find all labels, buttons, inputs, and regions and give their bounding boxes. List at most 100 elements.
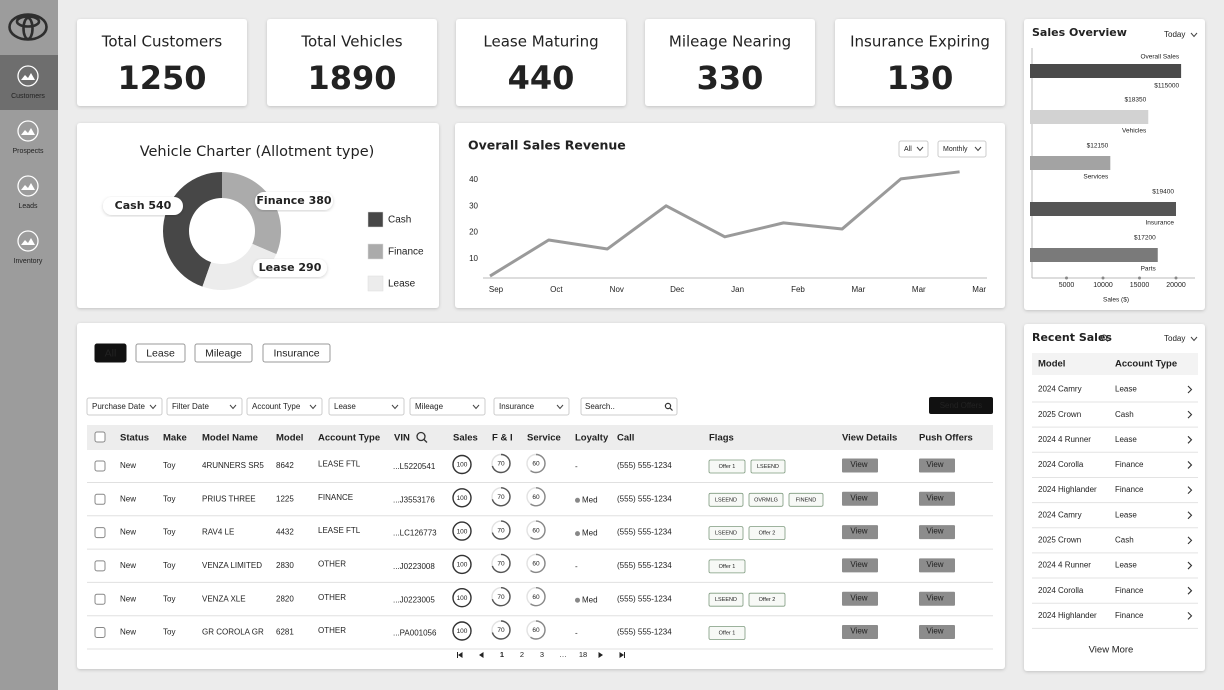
flag-chip bbox=[748, 526, 786, 540]
slice-label: Cash 540 bbox=[115, 199, 172, 212]
row-chevron[interactable] bbox=[1187, 461, 1193, 469]
checkbox[interactable] bbox=[94, 560, 106, 572]
bar-category-label: Insurance bbox=[1145, 220, 1174, 227]
row-chevron[interactable] bbox=[1187, 486, 1193, 494]
row-chevron[interactable] bbox=[1187, 561, 1193, 570]
cell-account-type: Lease bbox=[1115, 385, 1137, 394]
kpi-label: Insurance Expiring bbox=[850, 33, 990, 51]
column-header: Loyalty bbox=[575, 433, 609, 444]
row-chevron[interactable] bbox=[1187, 536, 1193, 545]
view-button[interactable] bbox=[919, 591, 955, 606]
x-tick-label: Jan bbox=[731, 285, 744, 294]
view-button[interactable] bbox=[842, 625, 878, 639]
slice-label-pill bbox=[253, 259, 327, 277]
tab[interactable] bbox=[194, 343, 253, 363]
view-button[interactable] bbox=[919, 625, 955, 639]
nav-label[interactable]: Customers bbox=[11, 93, 45, 100]
filter-dropdown[interactable] bbox=[493, 397, 570, 416]
x-tick-label: Mar bbox=[912, 285, 926, 294]
view-button[interactable] bbox=[842, 458, 878, 473]
view-button[interactable] bbox=[919, 491, 955, 506]
chevron-icon bbox=[974, 146, 982, 152]
checkbox[interactable] bbox=[94, 627, 106, 638]
cell-status: New bbox=[120, 561, 136, 570]
cell-vin: ...J3553176 bbox=[393, 495, 435, 504]
page-number[interactable]: … bbox=[559, 650, 567, 659]
cell-model: 2024 Camry bbox=[1038, 385, 1082, 394]
bar-amount-label: $115000 bbox=[1154, 83, 1179, 90]
filter-dropdown[interactable] bbox=[328, 397, 405, 416]
table-header bbox=[87, 425, 993, 450]
view-button-label: View bbox=[850, 593, 867, 602]
filter-dropdown[interactable] bbox=[937, 140, 987, 158]
checkbox[interactable] bbox=[94, 527, 106, 539]
filter-dropdown[interactable] bbox=[409, 397, 486, 416]
page-number[interactable]: 2 bbox=[520, 650, 524, 659]
pager-arrow[interactable] bbox=[458, 652, 463, 658]
view-button[interactable] bbox=[919, 558, 955, 573]
cell-account-type: Finance bbox=[1115, 611, 1144, 620]
flag-chip bbox=[708, 626, 746, 640]
nav-label[interactable]: Prospects bbox=[12, 148, 44, 155]
filter-label: Monthly bbox=[943, 146, 968, 153]
page-number[interactable]: 3 bbox=[540, 650, 544, 659]
pager-arrow[interactable] bbox=[619, 652, 625, 658]
view-more-link[interactable]: View More bbox=[1089, 645, 1134, 656]
row-chevron[interactable] bbox=[1187, 385, 1193, 394]
view-button[interactable] bbox=[919, 525, 955, 540]
page-number[interactable]: 18 bbox=[579, 650, 587, 659]
filter-dropdown[interactable] bbox=[166, 397, 243, 416]
score-value: 70 bbox=[497, 461, 505, 468]
flag-label: LSEEND bbox=[715, 531, 737, 537]
checkbox[interactable] bbox=[94, 460, 106, 472]
cell-model-name: PRIUS THREE bbox=[202, 494, 256, 503]
checkbox[interactable] bbox=[94, 431, 106, 443]
panel-title: Recent Sales bbox=[1032, 331, 1112, 344]
tab[interactable] bbox=[262, 343, 331, 363]
checkbox[interactable] bbox=[94, 593, 106, 605]
period-select[interactable]: Today bbox=[1164, 334, 1185, 343]
cell-status: New bbox=[120, 528, 136, 537]
view-button-label: View bbox=[926, 460, 943, 469]
page-number[interactable]: 1 bbox=[500, 650, 504, 659]
pager-arrow[interactable] bbox=[479, 652, 484, 658]
row-chevron[interactable] bbox=[1187, 435, 1193, 444]
search-box[interactable] bbox=[580, 397, 678, 416]
cell-loyalty: Med bbox=[582, 495, 598, 504]
row-chevron[interactable] bbox=[1187, 611, 1193, 620]
checkbox[interactable] bbox=[94, 493, 106, 505]
view-button[interactable] bbox=[842, 491, 878, 506]
tab[interactable] bbox=[135, 343, 186, 363]
row-chevron[interactable] bbox=[1187, 586, 1193, 595]
search-icon bbox=[664, 402, 672, 410]
period-select[interactable]: Today bbox=[1164, 30, 1185, 39]
flag-label: Offer 2 bbox=[759, 531, 776, 537]
nav-label[interactable]: Inventory bbox=[14, 258, 43, 265]
score-value: 70 bbox=[497, 527, 505, 534]
filter-dropdown[interactable] bbox=[86, 397, 163, 416]
row-chevron[interactable] bbox=[1187, 511, 1193, 520]
score-value: 70 bbox=[497, 494, 505, 501]
view-button[interactable] bbox=[842, 525, 878, 540]
x-tick-label: Feb bbox=[791, 285, 805, 294]
column-header: Model bbox=[276, 433, 303, 444]
cell-status: New bbox=[120, 628, 136, 637]
score-ring bbox=[452, 588, 472, 608]
view-button[interactable] bbox=[842, 591, 878, 606]
chart-title: Overall Sales Revenue bbox=[468, 138, 626, 153]
filter-dropdown[interactable] bbox=[898, 140, 929, 158]
row-chevron[interactable] bbox=[1187, 410, 1193, 419]
view-button[interactable] bbox=[842, 558, 878, 573]
tab[interactable] bbox=[94, 343, 127, 363]
score-value: 70 bbox=[497, 627, 505, 634]
filter-label: Mileage bbox=[415, 402, 444, 411]
bar-category-label: Parts bbox=[1141, 266, 1157, 273]
logo bbox=[8, 13, 48, 41]
pager-arrow[interactable] bbox=[598, 652, 604, 658]
view-button[interactable] bbox=[919, 458, 955, 473]
filter-dropdown[interactable] bbox=[246, 397, 323, 416]
nav-label[interactable]: Leads bbox=[18, 203, 38, 210]
send-offers-button[interactable] bbox=[929, 397, 993, 414]
flag-chip bbox=[708, 459, 746, 474]
